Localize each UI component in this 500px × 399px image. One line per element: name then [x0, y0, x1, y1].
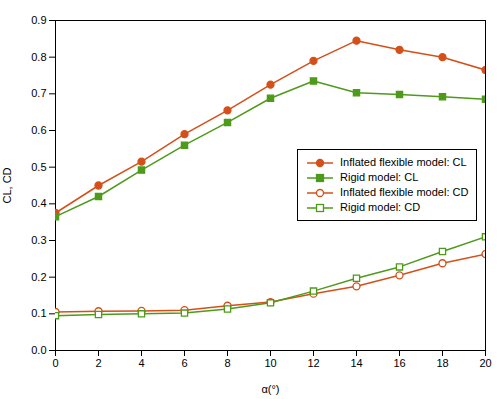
svg-text:4: 4	[138, 357, 144, 369]
svg-text:0.1: 0.1	[31, 307, 46, 319]
svg-text:0.5: 0.5	[31, 161, 46, 173]
html-text:Rigid model: CD: Rigid model: CD	[340, 201, 421, 213]
svg-text:0.7: 0.7	[31, 87, 46, 99]
svg-text:α(°): α(°)	[261, 383, 279, 395]
svg-text:6: 6	[181, 357, 187, 369]
svg-text:16: 16	[393, 357, 405, 369]
html-text:Inflated flexible model: CL: Inflated flexible model: CL	[340, 156, 467, 168]
svg-text:0.0: 0.0	[31, 344, 46, 356]
svg-text:0: 0	[52, 357, 58, 369]
svg-text:0.6: 0.6	[31, 124, 46, 136]
svg-text:0.4: 0.4	[31, 197, 46, 209]
svg-text:0.8: 0.8	[31, 51, 46, 63]
svg-text:18: 18	[436, 357, 448, 369]
svg-text:CL, CD: CL, CD	[1, 167, 13, 203]
svg-text:0.2: 0.2	[31, 271, 46, 283]
html-text:Inflated flexible model: CD: Inflated flexible model: CD	[340, 186, 469, 198]
svg-text:12: 12	[307, 357, 319, 369]
svg-text:10: 10	[264, 357, 276, 369]
svg-text:2: 2	[95, 357, 101, 369]
svg-text:0.3: 0.3	[31, 234, 46, 246]
svg-text:0.9: 0.9	[31, 14, 46, 26]
svg-text:8: 8	[224, 357, 230, 369]
svg-text:20: 20	[479, 357, 491, 369]
svg-text:14: 14	[350, 357, 362, 369]
html-text:Rigid model: CL: Rigid model: CL	[340, 171, 419, 183]
